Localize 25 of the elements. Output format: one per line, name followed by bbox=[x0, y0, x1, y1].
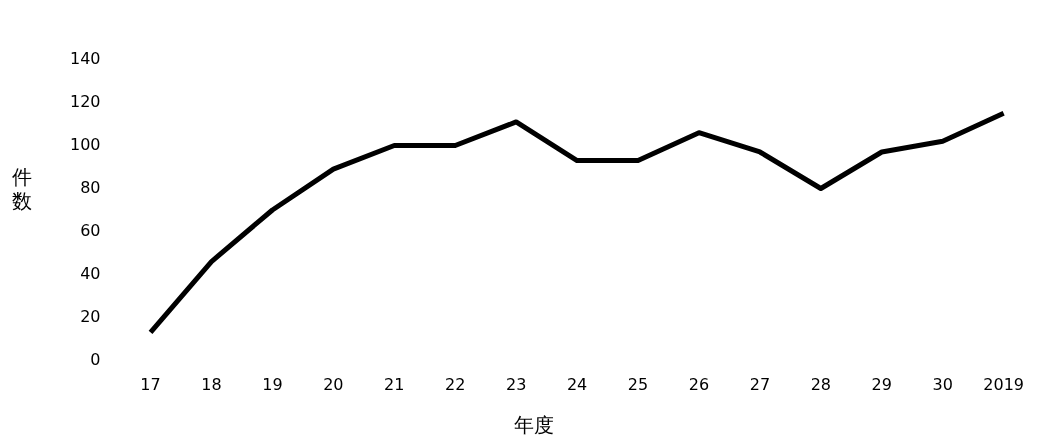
x-tick-label: 18 bbox=[201, 375, 222, 395]
x-tick-label: 25 bbox=[627, 375, 649, 395]
x-axis-title: 年度 bbox=[513, 412, 555, 439]
x-tick-label: 23 bbox=[505, 375, 527, 395]
y-tick-label: 0 bbox=[90, 349, 101, 369]
x-tick-label: 30 bbox=[932, 375, 953, 395]
y-axis-title: 件数 bbox=[11, 165, 33, 213]
x-tick-label: 21 bbox=[384, 375, 405, 395]
x-tick-label: 22 bbox=[445, 375, 466, 395]
x-tick-label: 17 bbox=[140, 375, 161, 395]
x-tick-label: 26 bbox=[688, 375, 710, 395]
y-tick-label: 140 bbox=[69, 48, 101, 68]
x-tick-label: 2019 bbox=[983, 375, 1024, 395]
y-tick-label: 100 bbox=[69, 134, 101, 154]
x-tick-label: 24 bbox=[566, 375, 588, 395]
y-tick-label: 20 bbox=[80, 306, 101, 326]
y-tick-label: 40 bbox=[80, 263, 101, 283]
x-tick-label: 27 bbox=[749, 375, 771, 395]
y-tick-label: 60 bbox=[80, 220, 101, 240]
x-tick-label: 20 bbox=[323, 375, 344, 395]
x-tick-label: 29 bbox=[871, 375, 892, 395]
y-tick-label: 80 bbox=[80, 177, 101, 197]
x-tick-label: 28 bbox=[810, 375, 832, 395]
y-tick-label: 120 bbox=[69, 91, 101, 111]
x-tick-label: 19 bbox=[262, 375, 283, 395]
